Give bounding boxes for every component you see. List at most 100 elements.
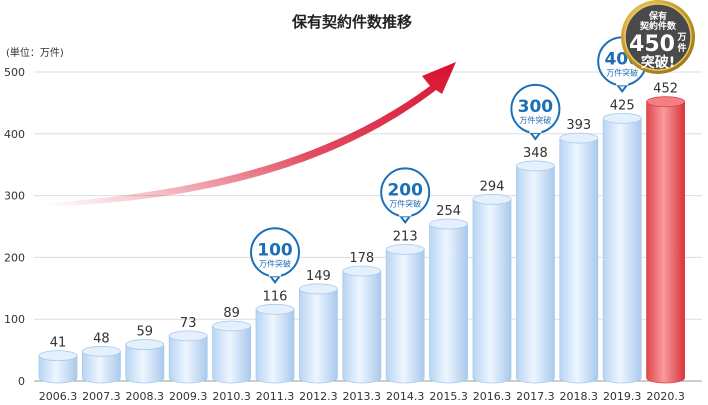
x-tick-label: 2010.3 [212, 390, 251, 403]
unit-label: (単位：万件) [6, 46, 64, 59]
milestone-badge: 保有 契約件数 450 万 件 突破! [621, 0, 695, 74]
x-tick-label: 2012.3 [299, 390, 338, 403]
x-tick-label: 2015.3 [429, 390, 468, 403]
x-tick-label: 2018.3 [560, 390, 599, 403]
bar-top [342, 265, 382, 277]
bar [646, 96, 685, 384]
value-label: 294 [480, 179, 505, 194]
value-label: 48 [93, 331, 110, 346]
bar-top [255, 303, 295, 315]
bar-top [125, 339, 165, 350]
bar-top [38, 350, 78, 362]
bar-body [516, 165, 555, 384]
bar [298, 283, 338, 384]
badge-bottom: 突破! [641, 54, 675, 71]
x-tick-label: 2008.3 [126, 390, 165, 403]
bar [255, 303, 295, 384]
y-tick-label: 100 [4, 313, 25, 326]
callout-join [529, 127, 542, 133]
callout-number: 100 [257, 240, 293, 260]
callout-join [269, 271, 281, 277]
badge-number: 450 [629, 32, 675, 57]
value-label: 41 [50, 336, 67, 351]
x-tick-label: 2014.3 [386, 390, 425, 403]
value-label: 393 [566, 118, 591, 133]
bar-body [299, 288, 338, 384]
bar-top [516, 160, 555, 172]
y-tick-label: 200 [4, 251, 25, 264]
bar [429, 218, 469, 384]
badge-line2: 契約件数 [639, 20, 677, 32]
value-label: 178 [349, 251, 374, 266]
bar-top [385, 243, 425, 255]
x-tick-label: 2020.3 [646, 390, 685, 403]
x-tick-label: 2017.3 [516, 390, 555, 403]
value-label: 213 [393, 229, 418, 244]
callout-text: 万件突破 [606, 67, 638, 77]
y-tick-label: 300 [4, 190, 25, 203]
badge-top: 保有 [648, 10, 667, 22]
bar [212, 320, 252, 384]
badge-seal-icon [621, 0, 695, 74]
value-label: 89 [223, 306, 240, 321]
bar [559, 132, 599, 384]
bar-body [168, 335, 208, 384]
callout-text: 万件突破 [519, 115, 551, 125]
bar-body [38, 355, 78, 384]
bar-body [342, 270, 382, 384]
bar-body [82, 350, 121, 384]
callout-join [399, 211, 412, 217]
bar [82, 345, 121, 384]
bars [38, 96, 685, 384]
value-label: 73 [180, 316, 197, 331]
y-axis: 0 100 200 300 400 500 [4, 66, 25, 388]
chart-title: 保有契約件数推移 [291, 13, 412, 31]
bar-body [255, 308, 295, 384]
y-tick-label: 400 [4, 128, 25, 141]
bar-body [646, 101, 685, 384]
x-axis: 2006.3 2007.3 2008.3 2009.3 2010.3 2011.3 2012… [39, 390, 685, 403]
bar-top [559, 132, 599, 144]
x-tick-label: 2019.3 [603, 390, 642, 403]
bar [38, 350, 78, 384]
bar [516, 160, 555, 384]
callout-join [616, 80, 629, 86]
callout-text: 万件突破 [389, 198, 421, 208]
value-label: 116 [263, 289, 288, 304]
bar-body [559, 137, 599, 384]
x-tick-label: 2006.3 [39, 390, 78, 403]
callout-number: 300 [518, 97, 554, 117]
bar-top [646, 96, 685, 108]
bar-body [212, 325, 251, 384]
value-label: 348 [523, 146, 548, 161]
bar-body [429, 223, 468, 384]
value-label: 425 [610, 98, 635, 113]
callout-text: 万件突破 [259, 258, 291, 268]
x-tick-label: 2013.3 [343, 390, 382, 403]
value-labels: 41 48 59 73 89 116 149 178 213 254 294 348 393 425 452 [50, 82, 678, 351]
bar-top [212, 320, 252, 332]
callout-number: 200 [387, 180, 423, 200]
y-tick-label: 0 [18, 375, 25, 388]
bar-body [125, 344, 165, 384]
bar-top [82, 345, 121, 357]
bar [472, 193, 512, 384]
value-label: 59 [137, 325, 154, 340]
x-tick-label: 2009.3 [169, 390, 208, 403]
value-label: 254 [436, 204, 461, 219]
x-tick-label: 2007.3 [82, 390, 121, 403]
bar [168, 330, 208, 384]
bar [602, 112, 642, 384]
bar-body [385, 248, 425, 384]
bar-top [168, 330, 208, 342]
y-tick-label: 500 [4, 66, 25, 79]
x-tick-label: 2016.3 [473, 390, 512, 403]
bar-body [602, 117, 642, 384]
bar-top [298, 283, 338, 295]
badge-side1: 万 [676, 32, 686, 43]
bar-top [602, 112, 642, 124]
